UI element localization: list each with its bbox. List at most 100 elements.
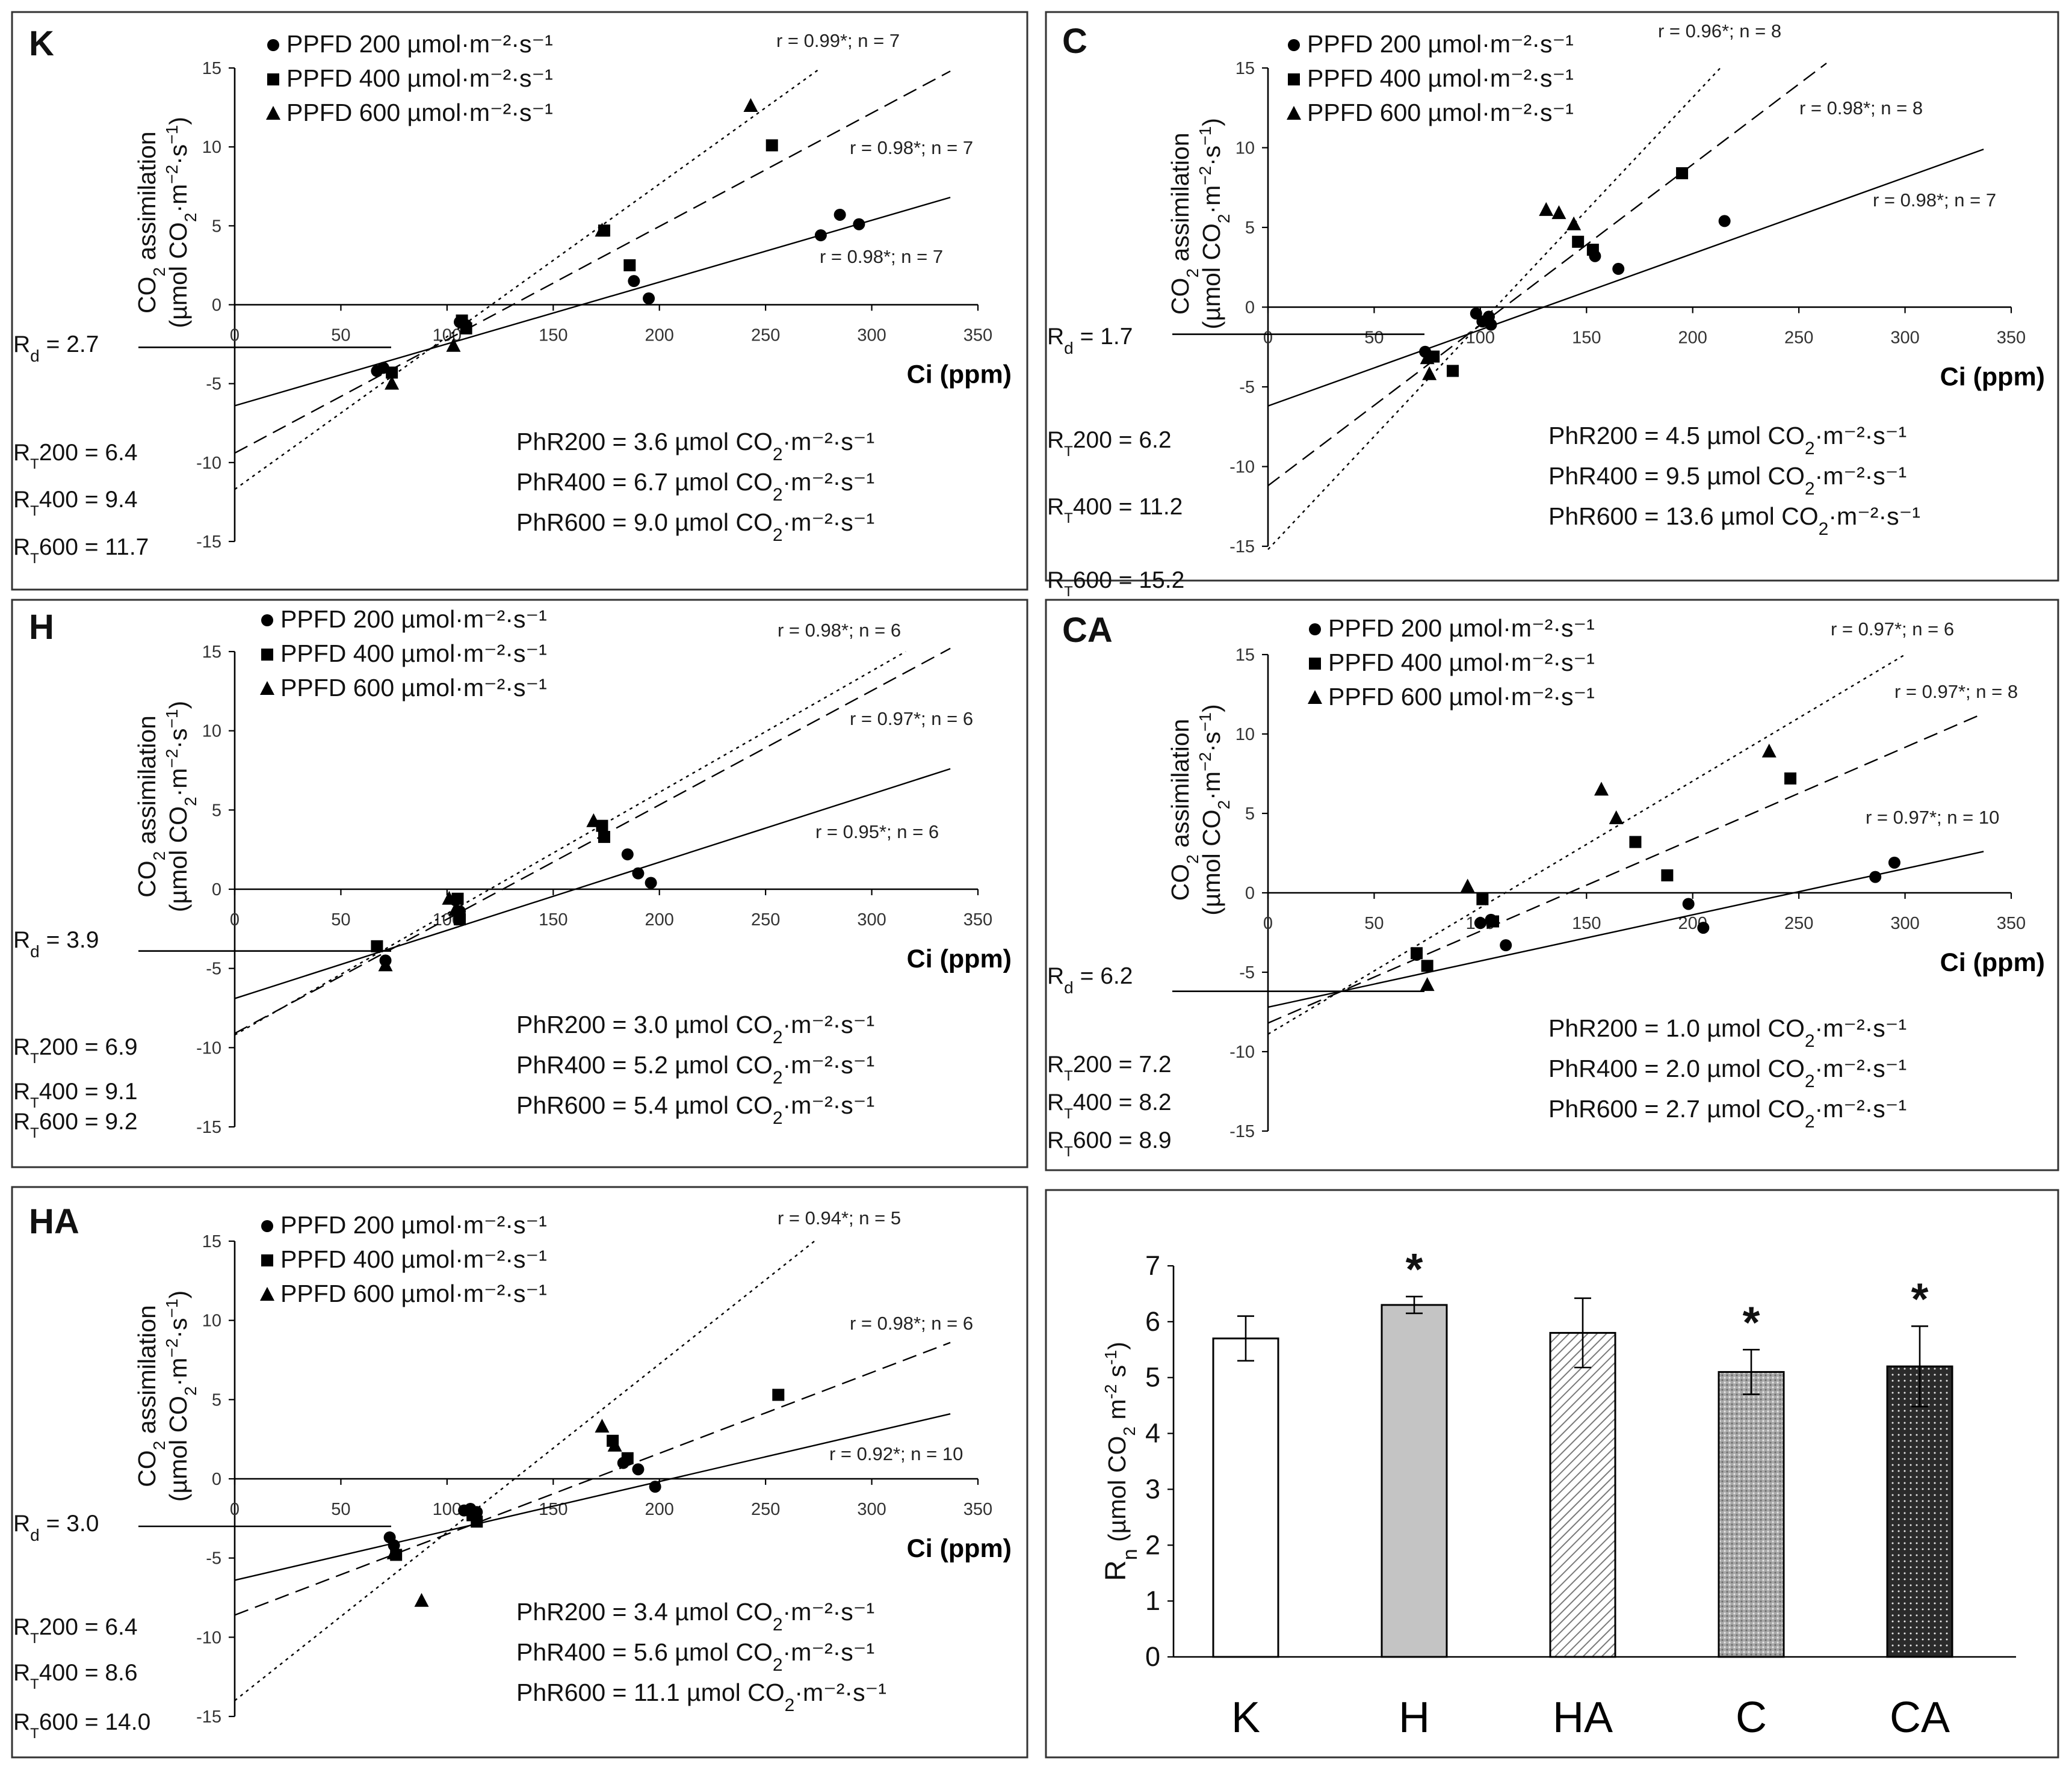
legend-label: PPFD 600 µmol·m⁻²·s⁻¹ <box>286 99 553 126</box>
data-point-triangle <box>1566 216 1582 230</box>
bar-h <box>1381 1304 1448 1658</box>
y-axis-title: CO2 assimilation <box>133 131 169 313</box>
data-point-triangle <box>1539 202 1554 216</box>
y-tick-label: 0 <box>1145 1641 1160 1672</box>
phr-label: PhR400 = 5.6 µmol CO2·m⁻²·s⁻¹ <box>516 1638 874 1675</box>
y-tick-label: 3 <box>1145 1473 1160 1504</box>
phr-label: PhR400 = 2.0 µmol CO2·m⁻²·s⁻¹ <box>1548 1055 1907 1091</box>
r-label: r = 0.94*; n = 5 <box>778 1207 901 1229</box>
data-point-triangle <box>446 338 461 352</box>
y-tick-label: -10 <box>1229 458 1255 477</box>
r-label: r = 0.98*; n = 6 <box>778 620 901 641</box>
y-tick-label: 5 <box>1145 1362 1160 1393</box>
data-point-square <box>1476 893 1489 905</box>
bar-ca <box>1886 1365 1953 1658</box>
y-tick-label: 5 <box>212 801 221 820</box>
y-tick-label: 0 <box>212 1470 221 1489</box>
legend-marker-square <box>261 649 273 661</box>
data-point-square <box>460 322 472 335</box>
r-label: r = 0.98*; n = 8 <box>1799 97 1923 119</box>
data-point-square <box>1411 947 1423 960</box>
y-tick-label: 15 <box>1235 646 1255 665</box>
y-tick-label: -5 <box>1239 378 1255 397</box>
x-tick-label: H <box>1399 1694 1430 1742</box>
y-tick-label: -15 <box>196 1707 221 1727</box>
significance-star: * <box>1743 1297 1760 1347</box>
rt-label: RT600 = 15.2 <box>1047 567 1184 600</box>
y-tick-label: 2 <box>1145 1529 1160 1560</box>
legend-marker-circle <box>1309 623 1321 635</box>
y-axis-unit: (µmol CO2·m−2·s−1) <box>1196 704 1233 915</box>
y-axis-title: CO2 assimilation <box>1166 719 1202 901</box>
data-point-triangle <box>1551 205 1566 220</box>
fit-line-square <box>234 1342 951 1616</box>
rt-label: RT400 = 11.2 <box>1047 494 1183 526</box>
legend-marker-triangle <box>260 1287 274 1301</box>
y-axis-unit: (µmol CO2·m−2·s−1) <box>162 117 200 328</box>
x-tick-label: 100 <box>433 1500 462 1519</box>
data-point-square <box>371 940 383 952</box>
data-point-circle <box>649 1481 661 1493</box>
legend-marker-triangle <box>1287 106 1301 120</box>
legend-label: PPFD 400 µmol·m⁻²·s⁻¹ <box>1328 649 1595 676</box>
y-axis-title: CO2 assimilation <box>1166 132 1202 315</box>
fit-line-triangle <box>234 1241 815 1701</box>
data-point-triangle <box>386 1545 401 1559</box>
fit-line-square <box>234 70 951 454</box>
rt-label: RT400 = 9.4 <box>13 487 138 519</box>
r-label: r = 0.98*; n = 7 <box>1873 190 1996 211</box>
x-tick-label: 200 <box>1678 328 1707 348</box>
data-point-triangle <box>1761 744 1777 758</box>
phr-label: PhR200 = 4.5 µmol CO2·m⁻²·s⁻¹ <box>1548 422 1907 458</box>
data-point-circle <box>814 229 827 242</box>
rt-label: RT600 = 9.2 <box>13 1109 138 1141</box>
y-tick-label: -10 <box>196 454 221 473</box>
y-axis-title: CO2 assimilation <box>133 1305 169 1487</box>
r-label: r = 0.98*; n = 6 <box>850 1313 973 1334</box>
bar-ha <box>1549 1331 1616 1658</box>
r-label: r = 0.97*; n = 6 <box>1831 618 1954 640</box>
legend-marker-triangle <box>260 681 274 695</box>
rt-label: RT200 = 6.4 <box>13 1614 138 1647</box>
panel-frame <box>1045 11 2059 582</box>
x-tick-label: 250 <box>751 326 780 345</box>
legend-label: PPFD 400 µmol·m⁻²·s⁻¹ <box>286 64 553 92</box>
y-tick-label: 1 <box>1145 1585 1160 1616</box>
x-tick-label: 150 <box>539 326 567 345</box>
fit-line-triangle <box>234 67 821 490</box>
y-tick-label: 6 <box>1145 1306 1160 1337</box>
x-tick-label: C <box>1736 1694 1767 1742</box>
legend-marker-square <box>1288 73 1300 85</box>
fit-line-triangle <box>1267 653 1906 1035</box>
data-point-circle <box>1888 856 1900 869</box>
x-tick-label: 300 <box>1890 328 1919 348</box>
y-tick-label: -10 <box>196 1628 221 1647</box>
x-tick-label: 150 <box>539 910 567 930</box>
phr-label: PhR400 = 5.2 µmol CO2·m⁻²·s⁻¹ <box>516 1051 874 1088</box>
r-label: r = 0.98*; n = 7 <box>850 137 973 158</box>
y-tick-label: 5 <box>212 1390 221 1410</box>
legend-label: PPFD 200 µmol·m⁻²·s⁻¹ <box>1328 614 1595 642</box>
legend-label: PPFD 600 µmol·m⁻²·s⁻¹ <box>280 674 547 702</box>
panel-frame <box>11 599 1028 1168</box>
x-tick-label: 50 <box>331 910 350 930</box>
bar-k <box>1212 1337 1279 1658</box>
data-point-square <box>772 1389 785 1401</box>
y-tick-label: 0 <box>212 880 221 899</box>
x-tick-label: 350 <box>1997 328 2026 348</box>
x-tick-label: 150 <box>1572 328 1601 348</box>
x-tick-label: K <box>1231 1694 1260 1742</box>
r-label: r = 0.97*; n = 6 <box>850 708 973 729</box>
x-tick-label: 50 <box>331 1500 350 1519</box>
data-point-circle <box>621 848 634 861</box>
y-axis-title: Rn (µmol CO2 m-2 s-1) <box>1100 1342 1142 1581</box>
y-tick-label: 15 <box>1235 59 1255 78</box>
panel-rn: 0 1 2 3 4 5 6 7 Rn (µmol CO2 m-2 s-1) K H * HA C * CA * <box>1045 1189 2059 1759</box>
x-tick-label: 50 <box>1364 328 1384 348</box>
rt-label: RT200 = 6.4 <box>13 440 138 472</box>
data-point-triangle <box>1609 810 1624 824</box>
panel-label: C <box>1062 22 1087 61</box>
y-tick-label: 15 <box>202 59 221 78</box>
